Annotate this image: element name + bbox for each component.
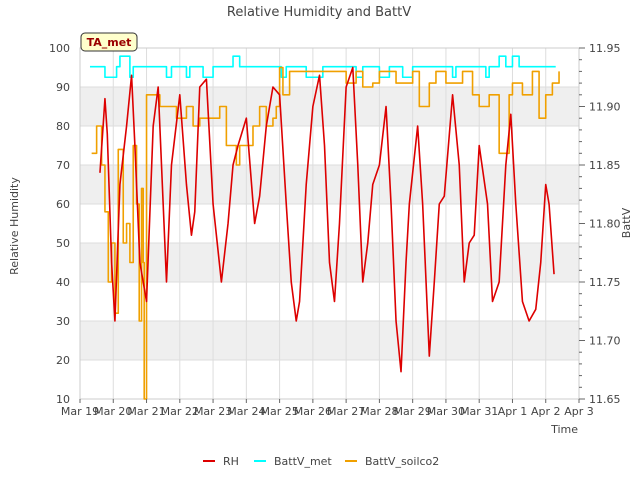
right-tick-label: 11.95 xyxy=(589,42,621,55)
right-tick-label: 11.75 xyxy=(589,276,621,289)
y-axis-label-right: BattV xyxy=(620,207,633,238)
plot-bands xyxy=(80,48,579,399)
left-tick-label: 40 xyxy=(56,276,70,289)
x-tick-label: Apr 2 xyxy=(531,405,561,418)
site-label-badge: TA_met xyxy=(80,32,138,52)
left-tick-label: 100 xyxy=(49,42,70,55)
left-tick-label: 90 xyxy=(56,81,70,94)
x-tick-label: Mar 31 xyxy=(460,405,498,418)
legend-label: BattV_soilco2 xyxy=(365,455,439,468)
x-tick-label: Mar 23 xyxy=(194,405,232,418)
series-line-battv-met xyxy=(89,55,556,79)
series-line-rh xyxy=(99,66,555,373)
x-tick-label: Mar 26 xyxy=(294,405,332,418)
plot-band xyxy=(80,126,579,165)
series-line-battv-soilco2 xyxy=(91,66,560,400)
site-label: TA_met xyxy=(87,36,132,49)
grid-lines xyxy=(79,47,580,400)
left-tick-label: 20 xyxy=(56,354,70,367)
x-axis-label: Time xyxy=(550,423,578,436)
x-tick-label: Mar 24 xyxy=(227,405,265,418)
x-tick-label: Mar 19 xyxy=(61,405,99,418)
left-tick-label: 70 xyxy=(56,159,70,172)
series-layer xyxy=(89,55,560,400)
left-tick-label: 80 xyxy=(56,120,70,133)
left-tick-label: 30 xyxy=(56,315,70,328)
plot-band xyxy=(80,321,579,360)
left-tick-label: 60 xyxy=(56,198,70,211)
x-tick-label: Apr 3 xyxy=(564,405,594,418)
legend: RH BattV_met BattV_soilco2 xyxy=(203,455,439,468)
x-tick-label: Mar 21 xyxy=(127,405,165,418)
plot-band xyxy=(80,204,579,243)
plot-band xyxy=(80,360,579,399)
plot-band xyxy=(80,87,579,126)
plot-band xyxy=(80,282,579,321)
right-axis-ticks: 11.65 11.70 11.75 11.80 11.85 11.90 11.95 xyxy=(579,42,621,406)
right-tick-label: 11.85 xyxy=(589,159,621,172)
right-tick-label: 11.80 xyxy=(589,218,621,231)
x-tick-label: Mar 20 xyxy=(94,405,132,418)
x-tick-label: Mar 22 xyxy=(161,405,199,418)
left-tick-label: 50 xyxy=(56,237,70,250)
chart-title: Relative Humidity and BattV xyxy=(227,5,411,20)
right-tick-label: 11.90 xyxy=(589,101,621,114)
left-axis-ticks: 10 20 30 40 50 60 70 80 90 100 xyxy=(49,42,70,406)
legend-label: BattV_met xyxy=(274,455,332,468)
x-tick-label: Mar 27 xyxy=(327,405,365,418)
x-tick-label: Mar 30 xyxy=(427,405,465,418)
left-tick-label: 10 xyxy=(56,393,70,406)
x-tick-label: Mar 29 xyxy=(394,405,432,418)
legend-label: RH xyxy=(223,455,239,468)
right-tick-label: 11.65 xyxy=(589,393,621,406)
x-tick-label: Mar 28 xyxy=(360,405,398,418)
x-tick-label: Apr 1 xyxy=(498,405,528,418)
x-tick-label: Mar 25 xyxy=(260,405,298,418)
right-tick-label: 11.70 xyxy=(589,335,621,348)
y-axis-label-left: Relative Humidity xyxy=(8,177,21,275)
